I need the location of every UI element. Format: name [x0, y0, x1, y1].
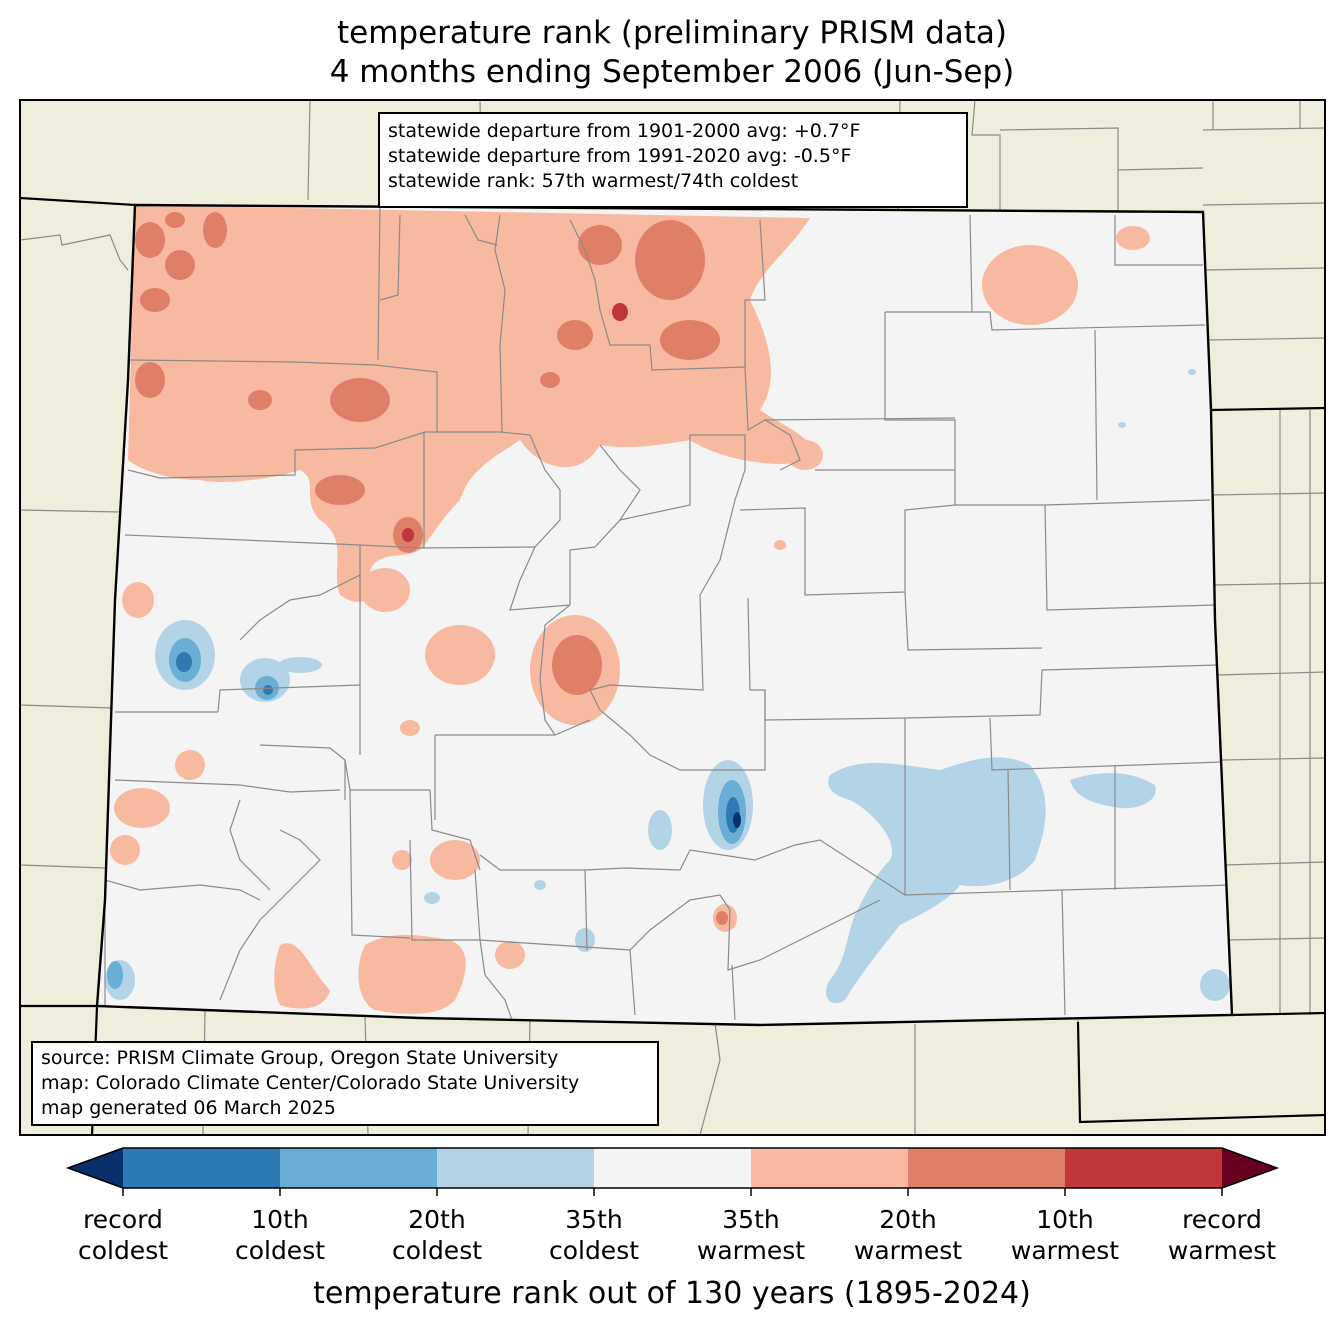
- warm-20th-areas: [135, 212, 728, 925]
- map-credit-line: map: Colorado Climate Center/Colorado St…: [41, 1072, 580, 1094]
- colorbar-segment: [751, 1148, 909, 1188]
- tick-label-rank: record: [1182, 1205, 1262, 1234]
- colorbar-segment: [280, 1148, 438, 1188]
- colorado-rank-map: [19, 99, 1326, 1136]
- stats-departure-1991-2020: statewide departure from 1991-2020 avg: …: [388, 145, 852, 167]
- tick-label-rank: 35th: [722, 1205, 780, 1234]
- colorbar-segment: [437, 1148, 595, 1188]
- colorado-border: [95, 203, 1234, 1027]
- statewide-stats-box: statewide departure from 1901-2000 avg: …: [378, 112, 968, 208]
- colorbar-arrow-coldest: [68, 1148, 123, 1188]
- colorbar-arrow-warmest: [1222, 1148, 1277, 1188]
- colorbar-label: temperature rank out of 130 years (1895-…: [313, 1276, 1031, 1311]
- tick-label-direction: warmest: [696, 1236, 806, 1265]
- tick-label-rank: record: [83, 1205, 163, 1234]
- tick-label-direction: coldest: [77, 1236, 169, 1265]
- tick-label-direction: coldest: [548, 1236, 640, 1265]
- colorbar-tick-label: record warmest: [1147, 1204, 1297, 1266]
- source-box: source: PRISM Climate Group, Oregon Stat…: [31, 1041, 659, 1126]
- tick-label-rank: 10th: [1036, 1205, 1094, 1234]
- colorbar-segment: [594, 1148, 752, 1188]
- generated-date-line: map generated 06 March 2025: [41, 1097, 336, 1119]
- colorado-county-lines: [104, 205, 1232, 1021]
- tick-label-rank: 20th: [879, 1205, 937, 1234]
- map-title-line2: 4 months ending September 2006 (Jun-Sep): [329, 54, 1015, 90]
- tick-label-direction: warmest: [853, 1236, 963, 1265]
- colorbar-tick-label: 10th coldest: [205, 1204, 355, 1266]
- map-frame: [19, 99, 1326, 1136]
- tick-label-direction: coldest: [391, 1236, 483, 1265]
- colorbar-tick-label: 20th warmest: [833, 1204, 983, 1266]
- colorbar-segment: [908, 1148, 1066, 1188]
- tick-label-direction: coldest: [234, 1236, 326, 1265]
- colorbar-tick-label: 35th coldest: [519, 1204, 669, 1266]
- warm-anomaly-areas: [110, 205, 1150, 1014]
- colorbar-tick-label: 20th coldest: [362, 1204, 512, 1266]
- stats-statewide-rank: statewide rank: 57th warmest/74th coldes…: [388, 170, 799, 192]
- source-line: source: PRISM Climate Group, Oregon Stat…: [41, 1047, 559, 1069]
- colorbar-tick-label: record coldest: [48, 1204, 198, 1266]
- tick-label-direction: warmest: [1167, 1236, 1277, 1265]
- tick-label-rank: 10th: [251, 1205, 309, 1234]
- tick-label-direction: warmest: [1010, 1236, 1120, 1265]
- colorbar-tick-label: 10th warmest: [990, 1204, 1140, 1266]
- warm-10th-areas: [402, 303, 628, 542]
- colorbar: [65, 1147, 1280, 1196]
- cool-record-areas: [733, 812, 741, 828]
- colorbar-segment: [123, 1148, 281, 1188]
- stats-departure-1901-2000: statewide departure from 1901-2000 avg: …: [388, 120, 861, 142]
- map-title-line1: temperature rank (preliminary PRISM data…: [336, 15, 1007, 51]
- tick-label-rank: 35th: [565, 1205, 623, 1234]
- colorbar-tick-label: 35th warmest: [676, 1204, 826, 1266]
- neighbor-state-borders: [20, 196, 1325, 1135]
- colorbar-segment: [1065, 1148, 1223, 1188]
- tick-label-rank: 20th: [408, 1205, 466, 1234]
